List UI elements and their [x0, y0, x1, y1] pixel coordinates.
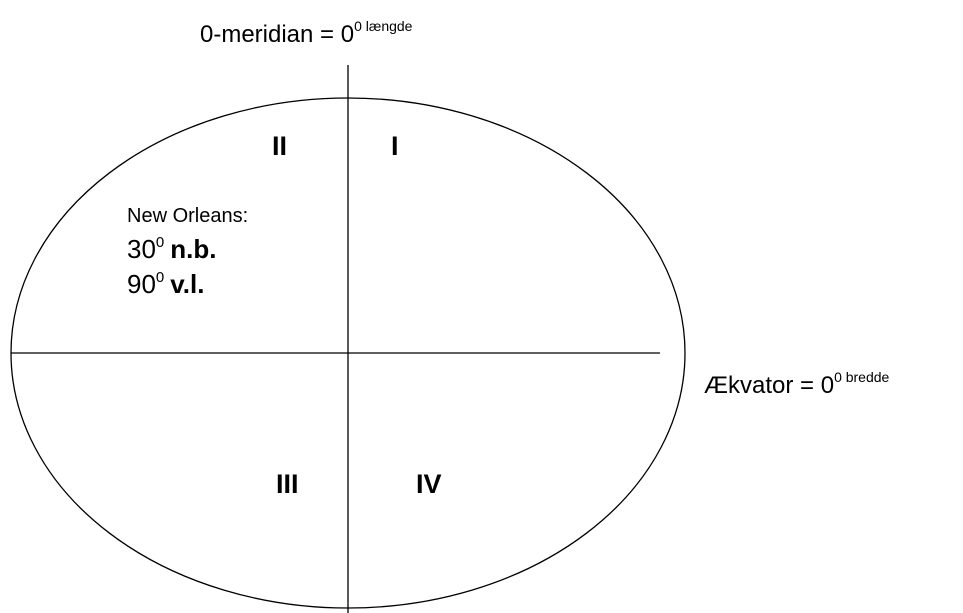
equator-label: Ækvator = 00 bredde: [704, 369, 890, 399]
equator-sup: 0 bredde: [834, 369, 889, 385]
city-longitude: 900 v.l.: [127, 269, 204, 299]
quadrant-label: III: [276, 469, 299, 499]
quadrant-label: IV: [416, 469, 442, 499]
city-latitude: 300 n.b.: [127, 234, 216, 264]
quadrant-label: II: [272, 131, 287, 161]
longitude-unit: v.l.: [170, 269, 204, 299]
latitude-sup: 0: [156, 234, 164, 251]
longitude-sup: 0: [156, 269, 164, 286]
meridian-sup: 0 længde: [354, 18, 413, 34]
latitude-value: 30: [127, 234, 156, 264]
longitude-value: 90: [127, 269, 156, 299]
equator-text: Ækvator = 0: [704, 372, 834, 399]
quadrant-label: I: [391, 131, 399, 161]
meridian-label: 0-meridian = 00 længde: [200, 18, 413, 48]
city-name: New Orleans:: [127, 205, 248, 227]
meridian-text: 0-meridian = 0: [200, 21, 354, 48]
latitude-unit: n.b.: [170, 234, 216, 264]
